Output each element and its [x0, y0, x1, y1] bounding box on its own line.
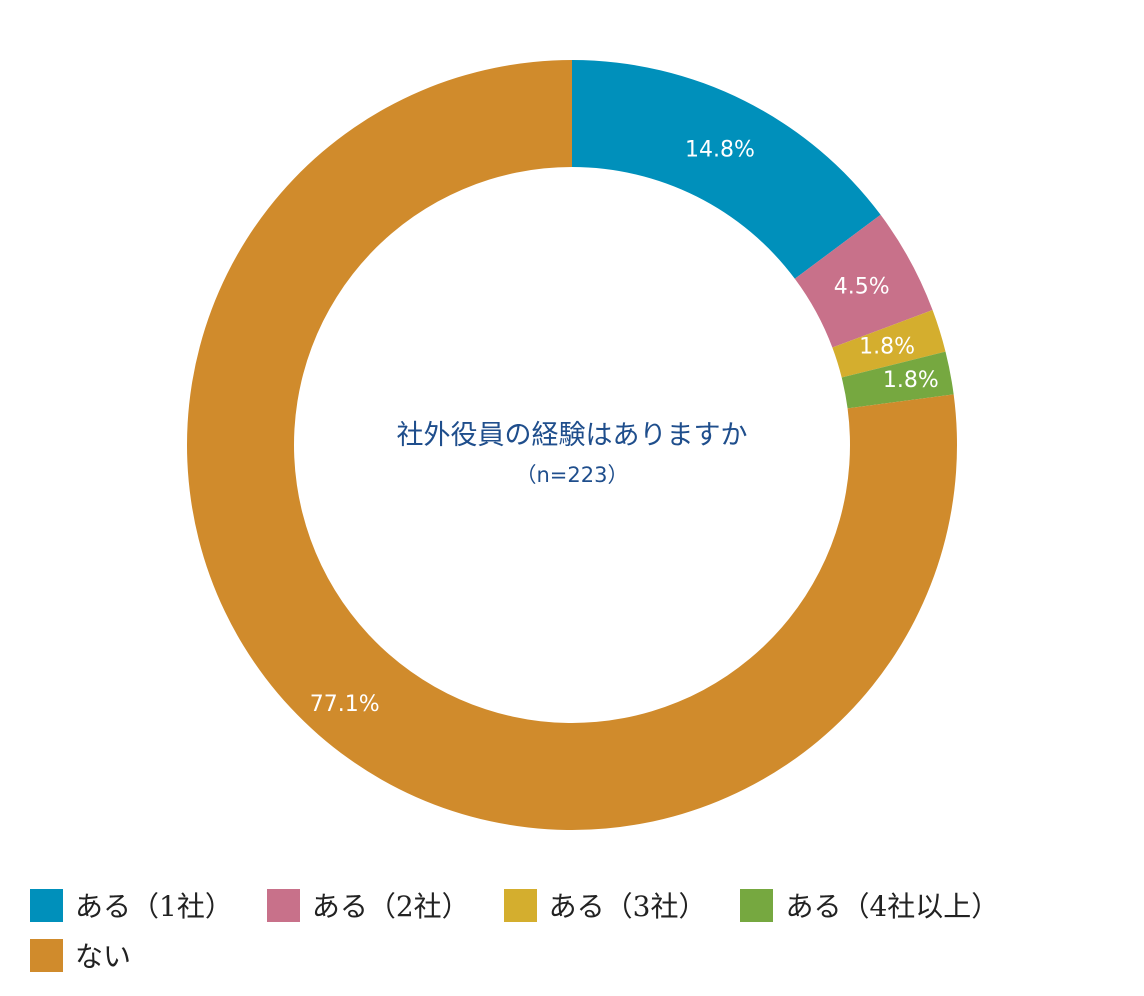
legend-swatch-none [30, 938, 63, 972]
legend-label-1-company: ある（1社） [75, 890, 233, 923]
slice-label-3-companies: 1.8% [859, 334, 915, 359]
legend-item-none: ない [30, 938, 132, 973]
donut-slices [186, 59, 957, 831]
legend-label-2-companies: ある（2社） [311, 890, 470, 923]
legend-swatch-1-company [30, 888, 63, 922]
chart-subtitle: （n=223） [516, 463, 629, 487]
legend-label-none: ない [75, 940, 132, 973]
legend: ある（1社） ある（2社） ある（3社） ある（4社以上） ない [30, 888, 1130, 973]
slice-label-4-plus-companies: 1.8% [883, 368, 939, 393]
legend-swatch-4-plus-companies [740, 888, 774, 922]
slice-labels: 14.8% 4.5% 1.8% 1.8% 77.1% [310, 138, 939, 717]
legend-swatch-2-companies [266, 888, 300, 922]
donut-chart: 14.8% 4.5% 1.8% 1.8% 77.1% 社外役員の経験はありますか （n=… [186, 59, 957, 831]
legend-item-2-companies: ある（2社） [266, 888, 470, 923]
slice-label-none: 77.1% [310, 692, 380, 717]
legend-label-4-plus-companies: ある（4社以上） [785, 890, 1000, 923]
legend-item-3-companies: ある（3社） [503, 888, 707, 923]
legend-label-3-companies: ある（3社） [548, 890, 707, 923]
slice-4-plus-companies [841, 351, 954, 409]
slice-label-2-companies: 4.5% [834, 274, 890, 299]
slice-1-company [572, 60, 881, 279]
chart-title: 社外役員の経験はありますか [397, 420, 748, 451]
legend-item-1-company: ある（1社） [30, 888, 233, 923]
slice-3-companies [832, 310, 946, 378]
slice-2-companies [794, 214, 933, 348]
slice-label-1-company: 14.8% [685, 138, 755, 163]
legend-item-4-plus-companies: ある（4社以上） [740, 888, 1000, 923]
legend-swatch-3-companies [503, 888, 537, 922]
